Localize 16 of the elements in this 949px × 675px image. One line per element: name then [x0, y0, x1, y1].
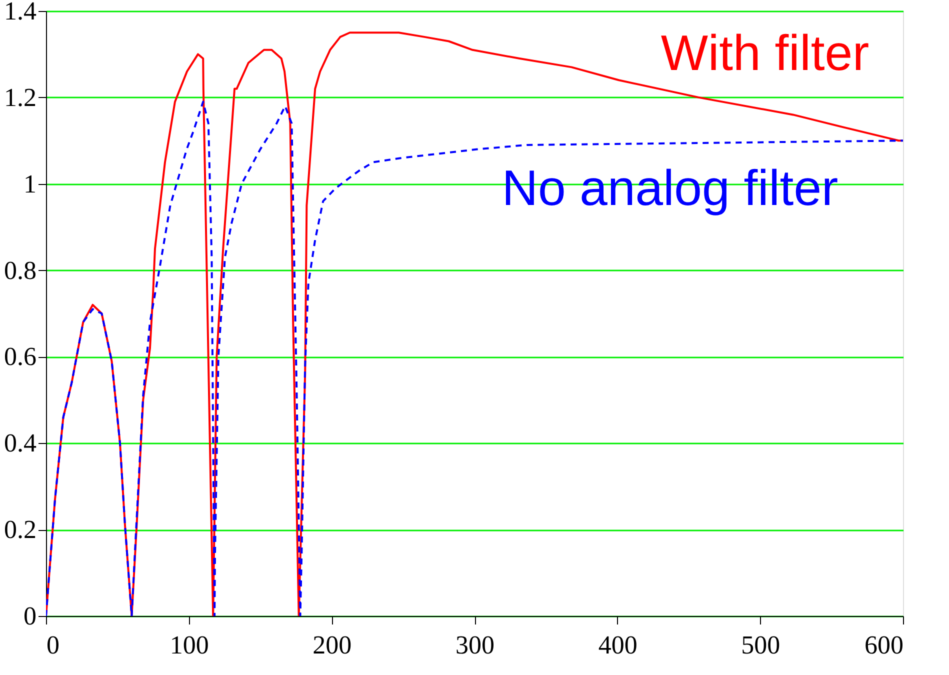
y-tick-label: 1 — [24, 169, 36, 198]
x-tick-label: 0 — [46, 630, 60, 660]
y-tick-label: 0.4 — [4, 428, 36, 458]
x-tick-label: 500 — [741, 630, 780, 660]
y-tick-label: 0.2 — [4, 515, 36, 544]
x-tick-label: 600 — [864, 630, 904, 660]
y-tick-label: 0.8 — [4, 256, 36, 285]
x-tick-label: 400 — [598, 630, 638, 660]
y-tick-label: 1.4 — [4, 0, 36, 26]
x-tick-label: 200 — [312, 630, 352, 660]
y-tick-label: 1.2 — [4, 82, 36, 112]
x-tick-label: 300 — [456, 630, 494, 660]
y-tick-label: 0 — [24, 602, 36, 630]
series-label: With filter — [660, 25, 870, 81]
x-tick-label: 100 — [170, 630, 209, 660]
y-tick-label: 0.6 — [4, 342, 36, 372]
